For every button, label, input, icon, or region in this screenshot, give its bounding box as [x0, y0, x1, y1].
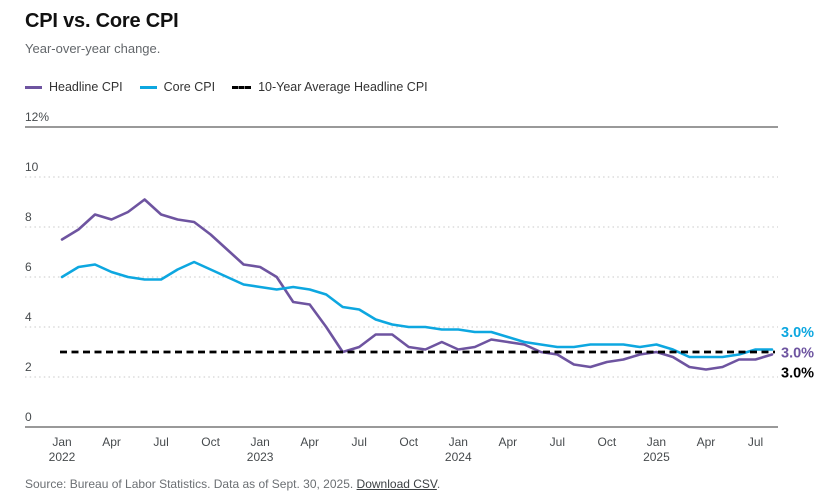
source-line: Source: Bureau of Labor Statistics. Data… — [25, 477, 440, 491]
chart-subtitle: Year-over-year change. — [25, 41, 161, 56]
core-cpi-line — [60, 260, 774, 359]
y-axis-tick-label: 2 — [25, 360, 32, 374]
x-axis-month-label: Apr — [498, 435, 517, 449]
chart-legend: Headline CPI Core CPI 10-Year Average He… — [25, 80, 428, 94]
legend-item-core-cpi: Core CPI — [139, 80, 216, 94]
x-axis-month-label: Jul — [153, 435, 168, 449]
download-csv-link[interactable]: Download CSV — [356, 477, 437, 491]
x-axis-month-label: Jul — [352, 435, 367, 449]
x-axis-month-label: Apr — [697, 435, 716, 449]
x-axis-month-label: Jan — [52, 435, 71, 449]
x-axis-year-label: 2025 — [643, 450, 670, 464]
legend-label: Headline CPI — [49, 80, 123, 94]
core-cpi-line-swatch-icon — [139, 85, 157, 89]
x-axis-year-label: 2022 — [49, 450, 76, 464]
legend-item-headline-cpi: Headline CPI — [25, 80, 123, 94]
source-text: Source: Bureau of Labor Statistics. Data… — [25, 477, 354, 491]
y-axis-tick-label: 12% — [25, 110, 49, 124]
x-axis-month-label: Oct — [399, 435, 418, 449]
legend-item-10yr-average: 10-Year Average Headline CPI — [232, 80, 428, 94]
page-title: CPI vs. Core CPI — [25, 10, 179, 32]
source-suffix: . — [436, 477, 441, 491]
end-value-label-10-year-average-headline-cpi: 3.0% — [781, 366, 814, 382]
headline-cpi-line — [60, 198, 774, 371]
end-value-label-headline-cpi: 3.0% — [781, 346, 814, 362]
x-axis-month-label: Apr — [102, 435, 121, 449]
x-axis-month-label: Jul — [748, 435, 763, 449]
x-axis-month-label: Apr — [300, 435, 319, 449]
y-axis-tick-label: 6 — [25, 260, 32, 274]
dashed-line-swatch-icon — [232, 85, 252, 89]
headline-cpi-line-swatch-icon — [25, 85, 42, 89]
y-axis-tick-label: 8 — [25, 210, 32, 224]
x-axis-month-label: Jan — [250, 435, 269, 449]
y-axis-tick-label: 4 — [25, 310, 32, 324]
y-axis-tick-label: 10 — [25, 160, 39, 174]
y-axis-tick-label: 0 — [25, 410, 32, 424]
x-axis-month-label: Oct — [201, 435, 220, 449]
x-axis-month-label: Jan — [449, 435, 468, 449]
end-value-label-core-cpi: 3.0% — [781, 325, 814, 341]
legend-label: 10-Year Average Headline CPI — [258, 80, 428, 94]
x-axis-year-label: 2023 — [247, 450, 274, 464]
x-axis-year-label: 2024 — [445, 450, 472, 464]
x-axis-month-label: Oct — [598, 435, 617, 449]
legend-label: Core CPI — [163, 80, 216, 94]
x-axis-month-label: Jul — [550, 435, 565, 449]
x-axis-month-label: Jan — [647, 435, 666, 449]
